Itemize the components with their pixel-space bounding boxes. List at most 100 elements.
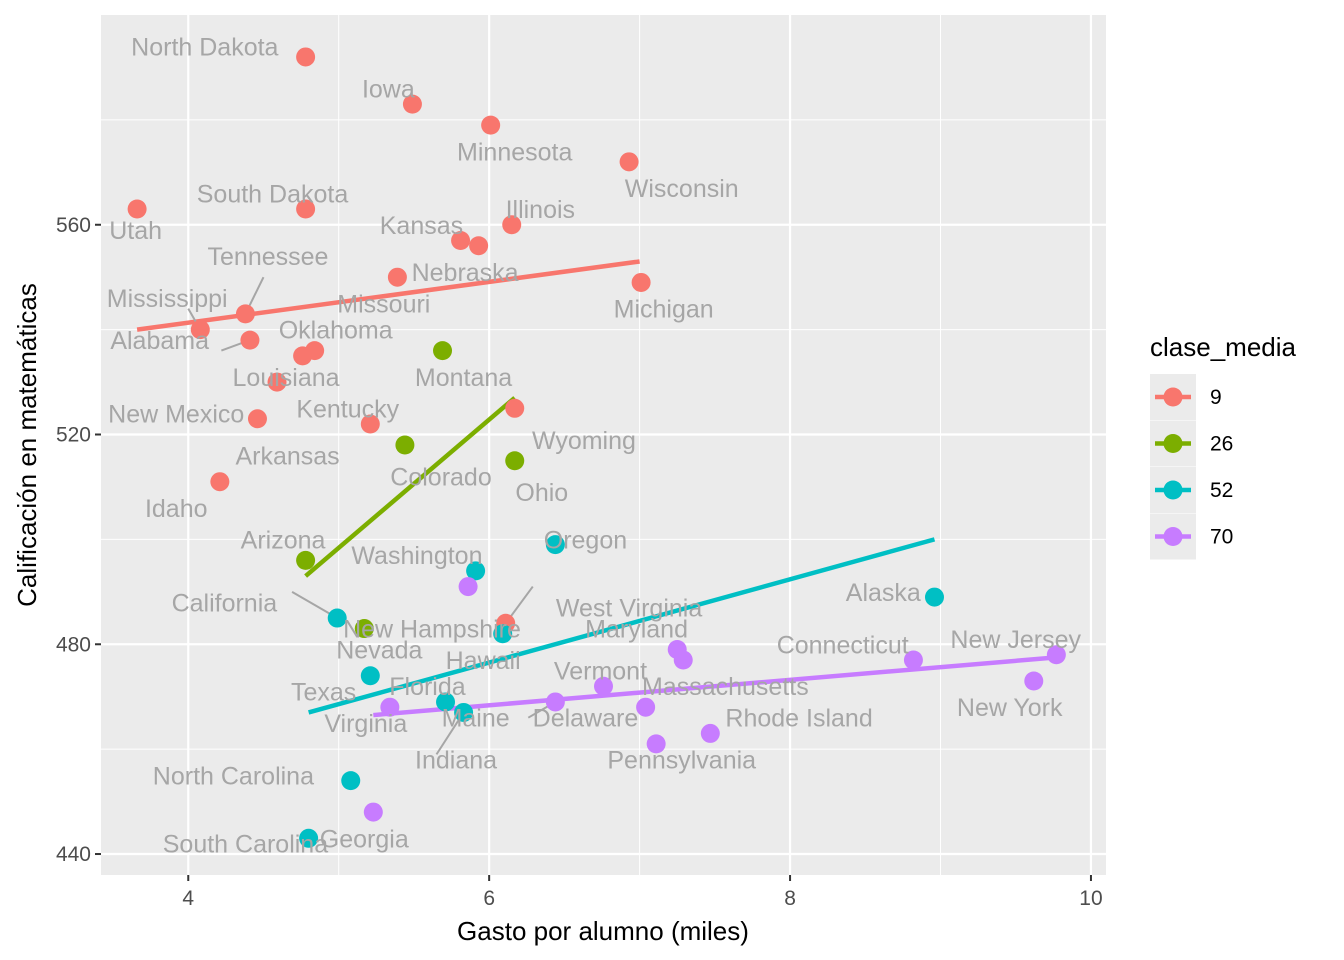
point-tennessee bbox=[235, 304, 255, 324]
x-tick-label: 6 bbox=[483, 887, 495, 910]
point-florida bbox=[436, 692, 456, 712]
state-label: New Hampshire bbox=[343, 616, 521, 644]
point-montana bbox=[433, 341, 453, 361]
point-kansas bbox=[451, 230, 471, 250]
state-label: Maryland bbox=[585, 616, 688, 644]
point-oregon bbox=[545, 535, 565, 555]
state-label: Colorado bbox=[390, 463, 491, 491]
legend-label: 26 bbox=[1210, 433, 1233, 456]
state-label: Rhode Island bbox=[725, 705, 872, 733]
state-label: Montana bbox=[415, 364, 512, 392]
state-label: Massachusetts bbox=[642, 673, 809, 701]
point-indiana bbox=[636, 697, 656, 717]
point-north-dakota bbox=[296, 47, 316, 67]
fit-line-52 bbox=[308, 537, 936, 715]
point-mississippi bbox=[190, 320, 210, 340]
point-idaho bbox=[210, 472, 230, 492]
point-wisconsin bbox=[619, 152, 639, 172]
fit-line-9 bbox=[136, 259, 640, 332]
point-virginia bbox=[380, 697, 400, 717]
state-label: Utah bbox=[109, 217, 162, 245]
legend: clase_media 9 26 52 70 bbox=[1150, 332, 1297, 560]
state-label: Nebraska bbox=[412, 259, 519, 287]
point-ohio bbox=[505, 451, 525, 471]
point-delaware bbox=[545, 692, 565, 712]
state-label: Kentucky bbox=[296, 395, 399, 423]
state-label: West Virginia bbox=[556, 595, 702, 623]
point-vermont bbox=[594, 676, 613, 696]
point-nevada bbox=[360, 666, 380, 686]
point-missouri bbox=[387, 267, 407, 287]
point-washington bbox=[466, 561, 486, 581]
point-maine bbox=[454, 702, 474, 722]
point-alabama bbox=[240, 330, 260, 350]
state-label: South Carolina bbox=[163, 831, 328, 859]
state-label: North Carolina bbox=[153, 762, 314, 790]
point-rhode-island bbox=[700, 723, 720, 743]
grid-minor bbox=[101, 15, 1106, 875]
point-iowa bbox=[402, 94, 422, 114]
y-tick-label: 560 bbox=[56, 214, 91, 237]
x-tick-label: 10 bbox=[1079, 887, 1102, 910]
state-label: Alaska bbox=[846, 579, 921, 607]
state-label: Florida bbox=[389, 673, 466, 701]
state-label: Ohio bbox=[515, 479, 568, 507]
legend-label: 9 bbox=[1210, 386, 1222, 409]
point-utah bbox=[127, 199, 147, 219]
state-label: Vermont bbox=[554, 657, 647, 685]
y-axis-title: Calificación en matemáticas bbox=[12, 283, 42, 607]
legend-key-point bbox=[1163, 527, 1183, 546]
point-pennsylvania bbox=[646, 734, 666, 754]
point-north-carolina bbox=[341, 771, 361, 791]
fit-line-26 bbox=[304, 396, 517, 578]
state-label: Kansas bbox=[380, 212, 463, 240]
axes: 4 6 8 10 440 480 520 560 bbox=[56, 214, 1103, 910]
state-label: California bbox=[172, 589, 278, 617]
point-illinois bbox=[502, 215, 522, 235]
grid-major bbox=[101, 15, 1106, 875]
state-label: Wisconsin bbox=[625, 175, 739, 203]
regression-lines bbox=[136, 259, 1057, 718]
point-south-carolina bbox=[299, 828, 319, 848]
state-label: Mississippi bbox=[107, 285, 228, 313]
legend-key-point bbox=[1163, 480, 1183, 500]
state-label: Idaho bbox=[145, 495, 208, 523]
state-labels: North Dakota Iowa Minnesota Wisconsin Utah So… bbox=[107, 33, 1082, 858]
state-label: South Dakota bbox=[197, 180, 349, 208]
state-label: Oklahoma bbox=[279, 317, 393, 345]
point-massachusetts bbox=[673, 650, 693, 670]
point-georgia bbox=[363, 802, 383, 822]
state-label: Louisiana bbox=[233, 364, 340, 392]
y-tick-label: 520 bbox=[56, 424, 91, 447]
state-label: New Mexico bbox=[108, 401, 244, 429]
state-label: Delaware bbox=[533, 705, 639, 733]
point-new-jersey bbox=[1046, 645, 1066, 665]
state-label: Alabama bbox=[110, 327, 209, 355]
data-points bbox=[127, 47, 1066, 848]
state-label: Illinois bbox=[506, 196, 575, 224]
point-arkansas bbox=[360, 414, 380, 434]
state-label: Tennessee bbox=[208, 243, 329, 271]
y-tick-label: 440 bbox=[56, 843, 91, 866]
state-label: Iowa bbox=[362, 75, 415, 103]
state-label: Oregon bbox=[544, 526, 627, 554]
state-label: Virginia bbox=[324, 710, 407, 738]
state-label: Georgia bbox=[320, 825, 409, 853]
state-label: North Dakota bbox=[131, 33, 278, 61]
state-label: Missouri bbox=[337, 290, 430, 318]
legend-title: clase_media bbox=[1150, 332, 1297, 362]
plot-panel bbox=[101, 15, 1106, 875]
state-label: Michigan bbox=[614, 296, 714, 324]
point-michigan bbox=[631, 272, 651, 292]
state-label: Nevada bbox=[336, 637, 422, 665]
point-alaska bbox=[924, 587, 944, 607]
state-label: Texas bbox=[291, 678, 356, 706]
legend-key-point bbox=[1163, 434, 1183, 453]
state-label: New York bbox=[957, 694, 1063, 722]
point-louisiana bbox=[293, 346, 313, 366]
state-label: Wyoming bbox=[532, 427, 636, 455]
legend-label: 52 bbox=[1210, 479, 1233, 502]
state-label: Pennsylvania bbox=[607, 747, 756, 775]
point-new-hampshire bbox=[354, 619, 374, 639]
